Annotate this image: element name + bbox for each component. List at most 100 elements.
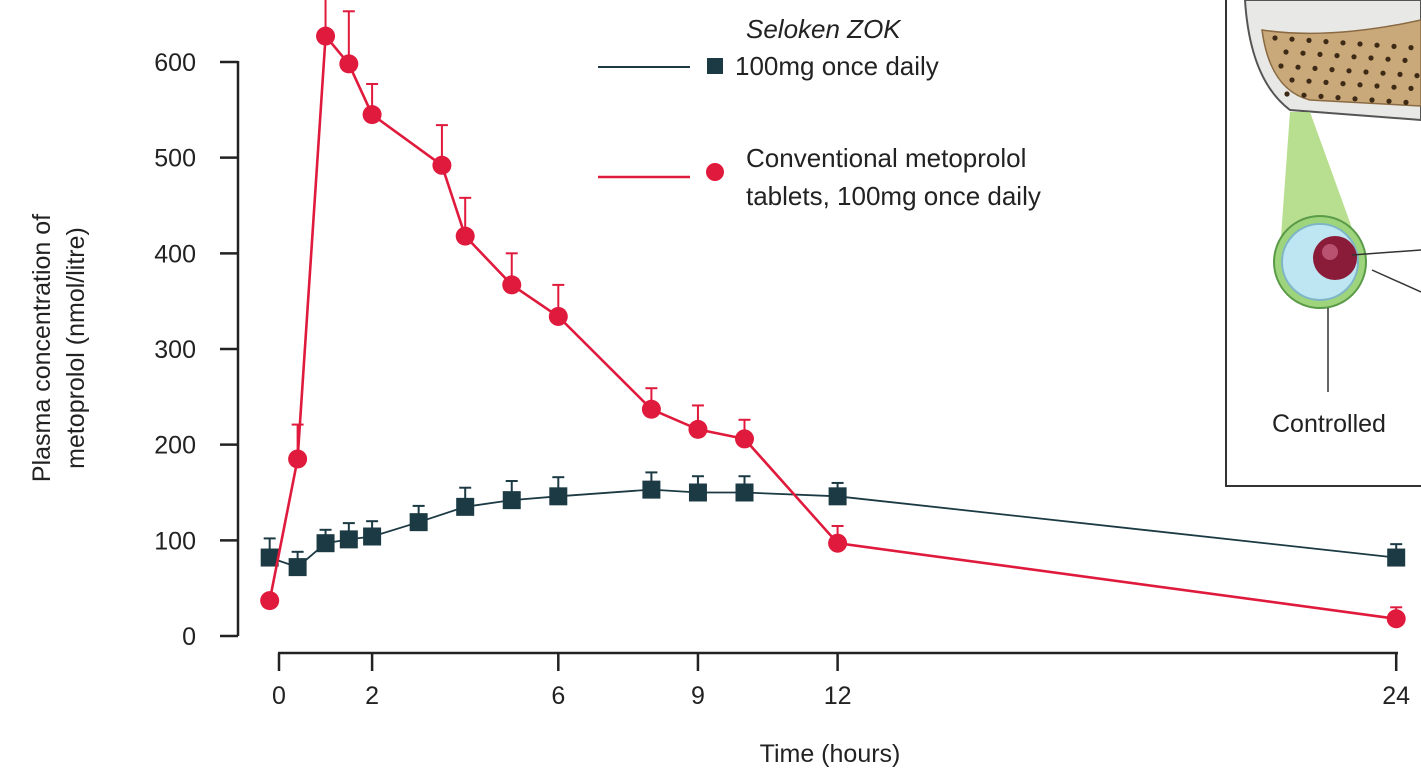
y-tick-label-500: 500 — [154, 145, 196, 173]
series-0 — [260, 471, 1406, 577]
pellet-dot — [1278, 63, 1284, 69]
series-0-point-8 — [549, 487, 568, 506]
legend-seloken-brand: Seloken ZOK — [746, 14, 902, 44]
x-tick-label-12: 12 — [824, 682, 852, 710]
pellet-dot — [1289, 36, 1295, 42]
series-1-point-3 — [339, 54, 359, 74]
pellet-dot — [1295, 64, 1301, 70]
legend: Seloken ZOK 100mg once daily Conventiona… — [598, 14, 1041, 211]
pellet-dot — [1408, 85, 1414, 91]
series-0-point-11 — [735, 483, 754, 502]
series-1 — [260, 0, 1406, 629]
y-tick-label-200: 200 — [154, 432, 196, 460]
x-tick-label-9: 9 — [691, 682, 705, 710]
pellet-core-highlight — [1322, 244, 1338, 260]
series-0-point-3 — [339, 530, 358, 549]
pellet-dot — [1357, 41, 1363, 47]
x-tick-label-24: 24 — [1382, 682, 1410, 710]
series-0-point-5 — [409, 513, 428, 532]
pellet-dot — [1283, 49, 1289, 55]
y-tick-label-400: 400 — [154, 240, 196, 268]
pellet-dot — [1312, 65, 1318, 71]
inset-illustration: Controlled — [1225, 0, 1421, 487]
series-0-point-0 — [260, 548, 279, 567]
pellet-dot — [1402, 57, 1408, 64]
series-1-point-4 — [362, 105, 382, 125]
y-tick-label-300: 300 — [154, 336, 196, 364]
series-1-point-12 — [828, 533, 848, 553]
series-1-point-2 — [316, 26, 336, 46]
legend-marker-conventional — [706, 163, 724, 181]
pellet-dot — [1284, 91, 1290, 97]
legend-seloken-dose: 100mg once daily — [735, 51, 939, 81]
pellet-dot — [1408, 45, 1414, 51]
pellet-dot — [1334, 53, 1340, 59]
pellet-dot — [1397, 71, 1403, 77]
series-0-point-4 — [363, 527, 382, 546]
pellet-dot — [1306, 78, 1312, 84]
x-axis-title: Time (hours) — [760, 740, 901, 768]
pellet-dot — [1414, 73, 1420, 79]
pellet-dot — [1340, 81, 1346, 87]
pellet-dot — [1363, 69, 1369, 75]
pellet-dot — [1368, 55, 1374, 61]
pellet-dot — [1306, 37, 1312, 44]
pellet-dot — [1352, 96, 1358, 102]
x-tick-label-6: 6 — [551, 682, 565, 710]
y-ticks: 0 100 200 300 400 500 600 — [154, 49, 238, 651]
series-1-point-1 — [288, 449, 308, 469]
series-0-point-7 — [502, 491, 521, 510]
pellet-dot — [1329, 67, 1335, 73]
pellet-dot — [1272, 35, 1278, 41]
y-tick-label-100: 100 — [154, 527, 196, 555]
series-0-point-9 — [642, 480, 661, 499]
pellet-dot — [1289, 77, 1295, 83]
series-1-point-6 — [455, 226, 475, 246]
pellet-dot — [1335, 95, 1341, 101]
series-0-point-12 — [828, 487, 847, 506]
series-1-point-11 — [735, 429, 754, 449]
magnify-cone — [1280, 112, 1360, 250]
series-0-point-10 — [688, 483, 707, 502]
series-0-point-13 — [1387, 548, 1406, 567]
series-0-point-1 — [288, 558, 307, 577]
y-tick-label-600: 600 — [154, 49, 196, 77]
series-layer — [260, 0, 1406, 629]
pellet-dot — [1323, 39, 1329, 45]
x-tick-label-0: 0 — [272, 682, 286, 710]
inset-label: Controlled — [1272, 410, 1386, 438]
pellet-dot — [1403, 99, 1409, 105]
pellet-dot — [1380, 70, 1386, 76]
series-1-point-0 — [260, 591, 280, 611]
pellet-dot — [1374, 42, 1380, 48]
x-ticks: 0 2 6 9 12 24 — [272, 653, 1410, 710]
pellet-dot — [1374, 83, 1380, 89]
pellet-dot — [1323, 79, 1329, 85]
x-axis: 0 2 6 9 12 24 — [272, 651, 1410, 710]
series-1-point-8 — [548, 306, 568, 326]
series-1-point-5 — [432, 155, 452, 175]
pellet-dot — [1346, 68, 1352, 74]
pellet-dot — [1385, 56, 1391, 62]
pellet-dot — [1386, 98, 1392, 104]
series-1-point-9 — [641, 399, 661, 419]
series-1-point-7 — [502, 275, 522, 295]
callout-line-2 — [1371, 269, 1421, 293]
pellet-dot — [1391, 43, 1397, 50]
pellet-dot — [1318, 93, 1324, 99]
series-0-point-2 — [316, 534, 335, 553]
legend-conventional-line2: tablets, 100mg once daily — [746, 181, 1041, 211]
y-axis-title-line2: metoprolol (nmol/litre) — [62, 227, 90, 469]
pellet-dot — [1300, 50, 1306, 56]
pellet-dot — [1340, 40, 1346, 46]
series-0-point-6 — [456, 497, 475, 516]
series-1-point-13 — [1386, 609, 1406, 629]
x-tick-label-2: 2 — [365, 682, 379, 710]
series-1-point-10 — [688, 419, 708, 439]
legend-conventional-line1: Conventional metoprolol — [746, 143, 1026, 173]
y-axis: 0 100 200 300 400 500 600 — [154, 49, 240, 651]
tablet-pellets — [1272, 35, 1420, 105]
pellet-dot — [1301, 92, 1307, 98]
legend-marker-seloken — [707, 58, 723, 74]
